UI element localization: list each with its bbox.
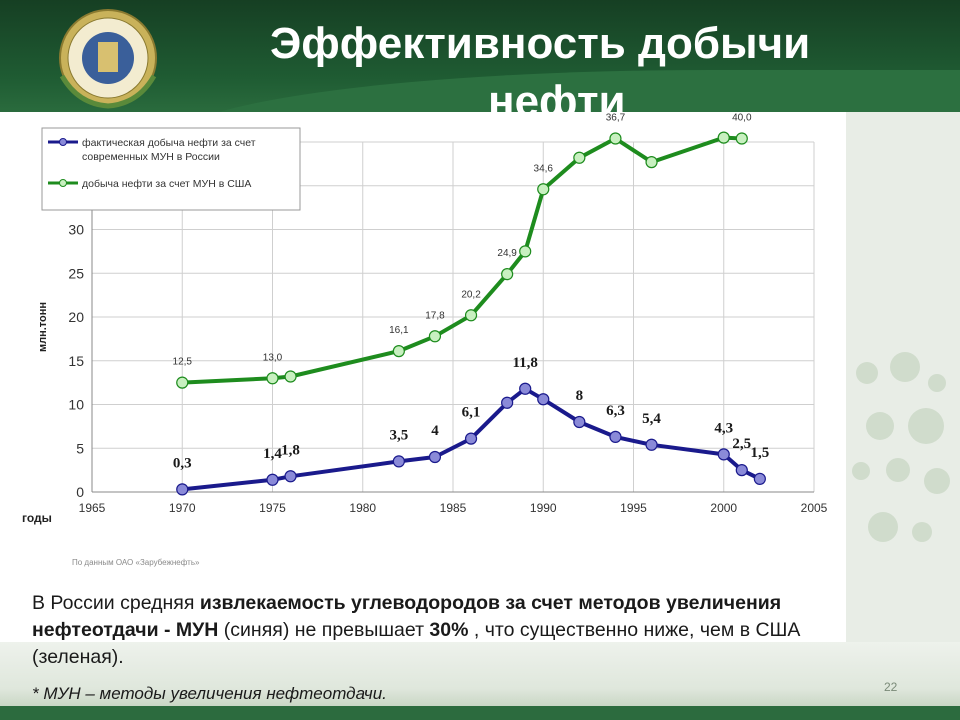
data-point (573, 151, 586, 164)
data-label: 20,2 (461, 289, 481, 300)
data-label: 1,8 (281, 442, 300, 458)
x-tick-label: 1970 (169, 501, 196, 515)
x-tick-label: 1975 (259, 501, 286, 515)
data-point (266, 372, 279, 385)
data-point (717, 448, 730, 461)
data-label: 8 (576, 388, 584, 404)
bottom-bar (0, 706, 960, 720)
data-label: 4,3 (714, 420, 733, 436)
data-point (735, 132, 748, 145)
data-point (609, 430, 622, 443)
slide-title-line2: нефти (488, 77, 626, 113)
data-point (609, 132, 622, 145)
data-label: 17,8 (425, 310, 445, 321)
series-line-usa (182, 135, 742, 385)
y-axis-label: млн.тонн (37, 302, 49, 352)
body-text-part3: , что существенно ниже, чем в США (зелен… (32, 619, 801, 668)
x-tick-label: 2000 (710, 501, 737, 515)
x-tick-label: 2005 (801, 501, 828, 515)
x-tick-label: 1995 (620, 501, 647, 515)
legend-label-russia: фактическая добыча нефти за счет (82, 137, 256, 149)
data-label: 13,0 (263, 352, 283, 363)
body-text-bold2: 30% (429, 619, 469, 641)
legend-marker-usa (59, 179, 67, 187)
data-point (645, 156, 658, 169)
data-point (519, 245, 532, 258)
data-point (573, 415, 586, 429)
oil-production-chart: 0510152025303519651970197519801985199019… (22, 113, 828, 526)
data-point (428, 450, 442, 464)
data-point (717, 131, 730, 144)
x-tick-label: 1980 (349, 501, 376, 515)
footnote: * МУН – методы увеличения нефтеотдачи. (32, 684, 387, 703)
data-label: 5,4 (642, 411, 661, 427)
data-point (501, 268, 514, 281)
data-point (284, 470, 297, 483)
data-point (266, 473, 279, 486)
data-point (501, 396, 514, 409)
legend-box (41, 127, 301, 211)
y-tick-label: 20 (68, 309, 84, 325)
data-point (519, 382, 532, 395)
data-point (464, 309, 478, 322)
data-label: 16,1 (389, 325, 409, 336)
data-point (392, 455, 405, 468)
decorative-pattern (846, 112, 960, 672)
data-point (464, 432, 478, 445)
y-tick-label: 10 (68, 397, 84, 413)
data-label: 6,3 (606, 403, 625, 419)
data-point (428, 330, 442, 343)
body-text: В России средняя извлекаемость углеводор… (32, 590, 832, 671)
data-point (735, 464, 748, 477)
y-tick-label: 0 (76, 484, 84, 500)
x-axis-label: годы (22, 511, 52, 525)
data-label: 11,8 (512, 355, 537, 371)
series-layer: 0,3 1,4 1,8 3,5 4 6,1 11,8 8 6,3 5,4 4,32,51,5 12,5… (173, 113, 769, 496)
data-label: 0,3 (173, 455, 192, 471)
data-point (176, 376, 189, 389)
data-point (753, 472, 766, 485)
chart-legend: фактическая добыча нефти за счет современ… (41, 127, 301, 211)
data-label: 3,5 (389, 427, 408, 443)
data-point (645, 438, 658, 451)
page-number: 22 (884, 680, 898, 694)
y-tick-label: 15 (68, 353, 84, 369)
body-text-part1: В России средняя (32, 592, 200, 614)
x-tick-label: 1985 (440, 501, 467, 515)
body-text-part2: (синяя) не превышает (218, 619, 430, 641)
legend-marker-russia (59, 138, 67, 146)
data-point (392, 345, 405, 358)
data-point (284, 370, 297, 383)
data-point (537, 393, 550, 406)
data-label: 1,5 (750, 445, 769, 461)
legend-label-russia-cont: современных МУН в России (82, 151, 220, 163)
slide-header: Эффективность добычи нефти (0, 0, 960, 112)
x-tick-label: 1990 (530, 501, 557, 515)
data-label: 40,0 (732, 113, 752, 124)
data-label: 24,9 (497, 248, 517, 259)
data-label: 1,4 (263, 446, 282, 462)
legend-label-usa: добыча нефти за счет МУН в США (82, 178, 251, 190)
data-label: 12,5 (173, 357, 193, 368)
data-point (176, 483, 189, 496)
data-point (537, 183, 550, 196)
y-tick-label: 25 (68, 265, 84, 281)
body-text-bold1: извлекаемость углеводородов за счет мето… (32, 592, 782, 641)
slide-title: Эффективность добычи (270, 19, 811, 68)
chart-panel: 0510152025303519651970197519801985199019… (22, 112, 846, 574)
data-label: 36,7 (606, 113, 626, 124)
y-tick-label: 30 (68, 222, 84, 238)
x-tick-label: 1965 (79, 501, 106, 515)
source-note: По данным ОАО «Зарубежнефть» (72, 558, 200, 567)
data-label: 4 (431, 423, 439, 439)
y-tick-label: 5 (76, 440, 84, 456)
university-emblem-icon (59, 9, 157, 109)
data-label: 6,1 (462, 405, 481, 421)
data-label: 34,6 (534, 163, 554, 174)
data-label: 2,5 (732, 436, 751, 452)
